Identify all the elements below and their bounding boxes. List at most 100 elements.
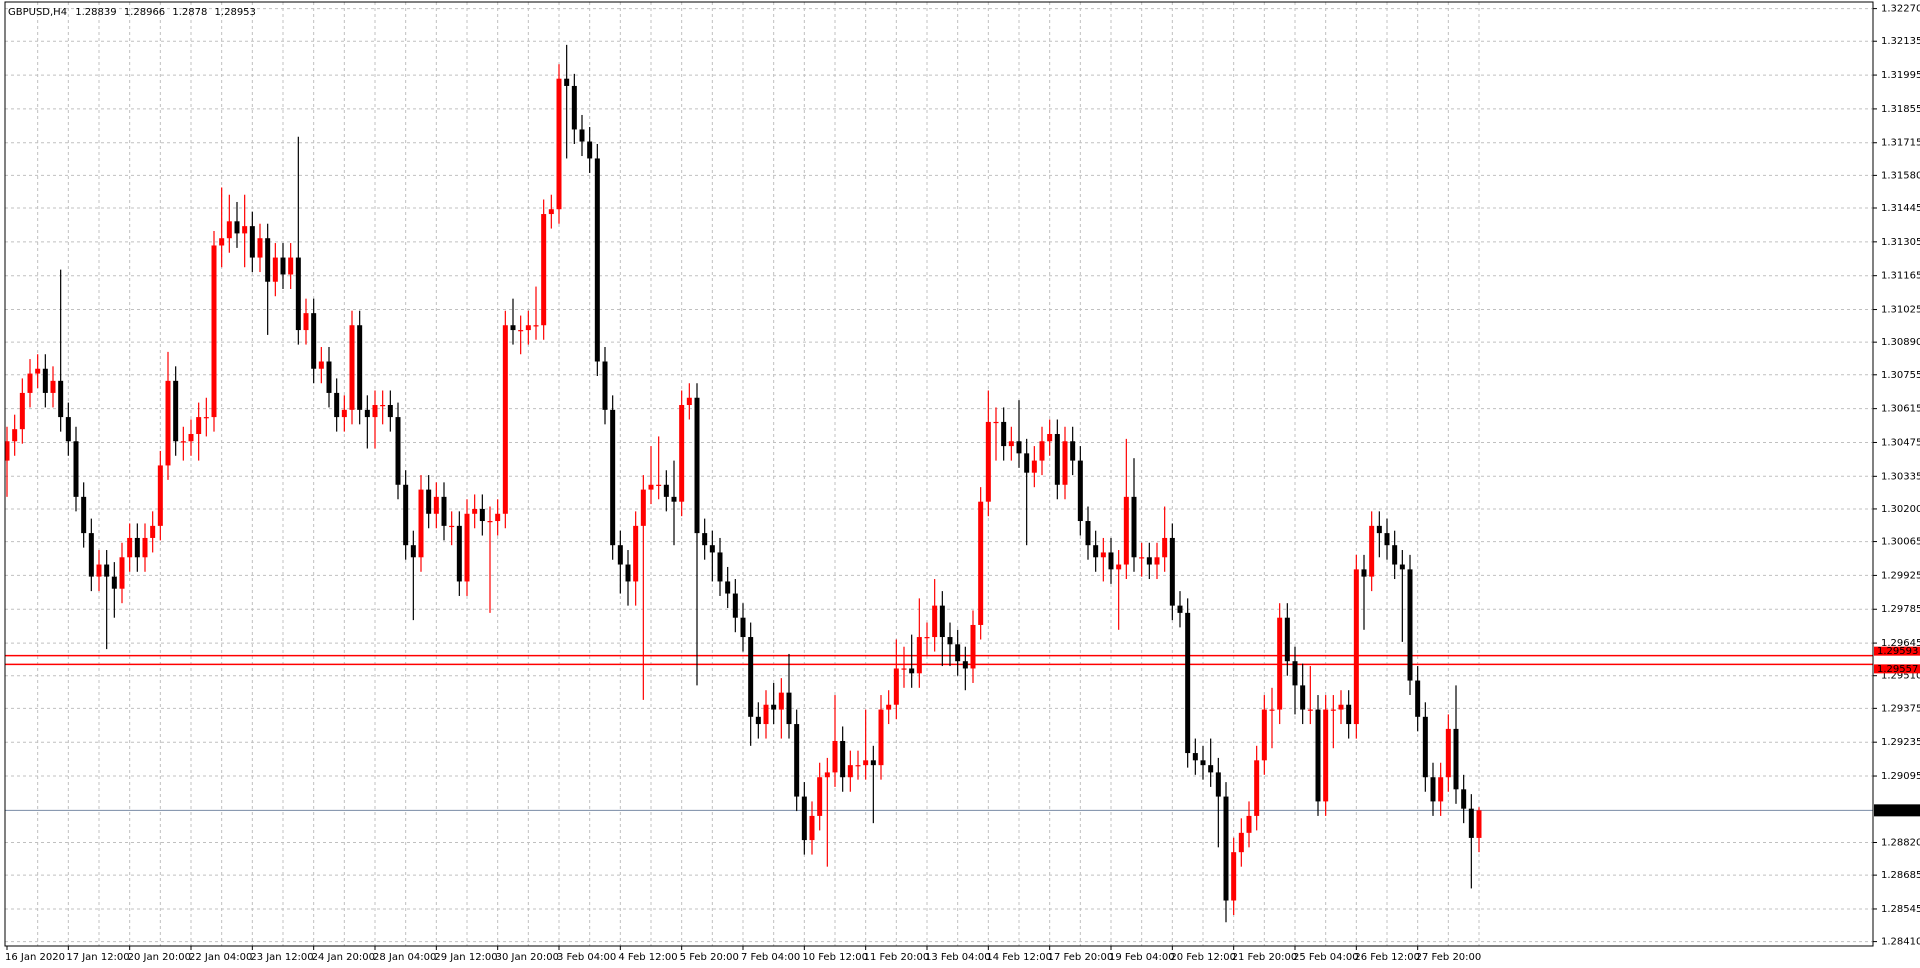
candle-body	[479, 508, 485, 522]
candle-body	[1215, 772, 1221, 797]
candle-body	[855, 765, 861, 767]
x-tick-label: 13 Feb 04:00	[925, 952, 991, 963]
header-low: 1.2878	[172, 7, 207, 18]
candle-body	[495, 513, 501, 522]
candle-body	[602, 361, 608, 410]
candle-body	[1353, 569, 1359, 725]
candle-body	[165, 380, 171, 466]
candle-body	[249, 226, 255, 258]
x-tick-label: 19 Feb 04:00	[1109, 952, 1175, 963]
header-open: 1.28839	[75, 7, 116, 18]
candle-body	[1254, 760, 1260, 816]
bid-label-box	[1874, 804, 1920, 817]
price-label: 1.29593	[1877, 646, 1918, 657]
candle-body	[188, 434, 194, 442]
axes: 1.32270 1.32135 1.31995 1.31855 1.31715 1.315…	[5, 4, 1920, 963]
candle-body	[1154, 557, 1160, 565]
candle-body	[1384, 533, 1390, 546]
candle-body	[318, 361, 324, 369]
candle-body	[748, 637, 754, 717]
candle-body	[970, 624, 976, 669]
y-tick-label: 1.30615	[1881, 404, 1920, 415]
candle-body	[525, 325, 531, 331]
candle-body	[1246, 815, 1252, 833]
candle-body	[1376, 525, 1382, 534]
candle-body	[65, 417, 71, 442]
candle-body	[817, 777, 823, 816]
candle-body	[1422, 716, 1428, 778]
candle-body	[1123, 496, 1129, 565]
candle-body	[518, 330, 524, 332]
candle-body	[1231, 852, 1237, 901]
candle-body	[909, 668, 915, 674]
candle-body	[1361, 569, 1367, 577]
x-tick-label: 10 Feb 12:00	[802, 952, 868, 963]
candle-body	[1077, 460, 1083, 522]
candle-body	[732, 593, 738, 618]
candle-body	[763, 704, 769, 725]
candle-body	[1438, 777, 1444, 802]
candle-body	[1054, 434, 1060, 485]
candle-body	[364, 409, 370, 418]
y-tick-label: 1.30200	[1881, 504, 1920, 515]
candle-body	[1369, 525, 1375, 577]
candle-body	[1116, 564, 1122, 570]
candle-body	[993, 421, 999, 424]
y-tick-label: 1.31580	[1881, 170, 1920, 181]
candle-body	[349, 325, 355, 410]
candle-body	[1338, 704, 1344, 710]
candle-body	[686, 397, 692, 406]
y-tick-label: 1.29375	[1881, 703, 1920, 714]
candle-body	[939, 605, 945, 638]
candle-body	[878, 709, 884, 766]
candle-body	[142, 537, 148, 558]
candle-body	[1399, 564, 1405, 570]
candle-body	[924, 637, 930, 639]
candle-body	[226, 221, 232, 239]
candle-body	[863, 760, 869, 766]
candle-body	[127, 537, 133, 558]
candle-body	[778, 692, 784, 710]
y-tick-label: 1.31855	[1881, 104, 1920, 115]
candle-body	[1031, 460, 1037, 473]
candle-body	[809, 815, 815, 841]
chart-header: GBPUSD,H4 1.28839 1.28966 1.2878 1.28953	[8, 7, 256, 18]
y-tick-label: 1.28545	[1881, 904, 1920, 915]
x-tick-label: 28 Jan 04:00	[373, 952, 436, 963]
price-label-box	[1874, 646, 1920, 656]
x-tick-label: 21 Feb 20:00	[1232, 952, 1298, 963]
y-tick-label: 1.30755	[1881, 370, 1920, 381]
x-tick-label: 26 Feb 12:00	[1354, 952, 1420, 963]
candle-body	[1208, 765, 1214, 773]
candle-body	[801, 796, 807, 841]
y-tick-label: 1.31715	[1881, 138, 1920, 149]
y-tick-label: 1.28685	[1881, 870, 1920, 881]
candle-body	[725, 581, 731, 594]
candle-body	[1445, 728, 1451, 778]
candle-body	[449, 525, 455, 528]
candle-body	[96, 564, 102, 577]
chart-title: GBPUSD,H4	[8, 7, 67, 18]
candle-body	[870, 760, 876, 766]
candle-body	[395, 417, 401, 485]
candle-body	[234, 221, 240, 234]
x-tick-label: 17 Jan 12:00	[66, 952, 129, 963]
candle-body	[1315, 709, 1321, 802]
price-label-box	[1874, 664, 1920, 674]
candle-body	[886, 704, 892, 710]
y-tick-label: 1.29510	[1881, 671, 1920, 682]
candle-body	[932, 605, 938, 638]
candle-body	[134, 537, 140, 558]
candle-body	[219, 238, 225, 246]
candle-body	[196, 417, 202, 435]
candle-body	[1323, 709, 1329, 802]
candle-body	[648, 484, 654, 490]
candle-body	[341, 409, 347, 418]
candle-body	[288, 257, 294, 275]
candle-body	[433, 496, 439, 514]
candle-body	[1100, 552, 1106, 558]
candle-body	[1223, 796, 1229, 901]
candle-body	[1108, 552, 1114, 570]
candle-body	[387, 405, 393, 418]
candle-body	[426, 489, 432, 514]
